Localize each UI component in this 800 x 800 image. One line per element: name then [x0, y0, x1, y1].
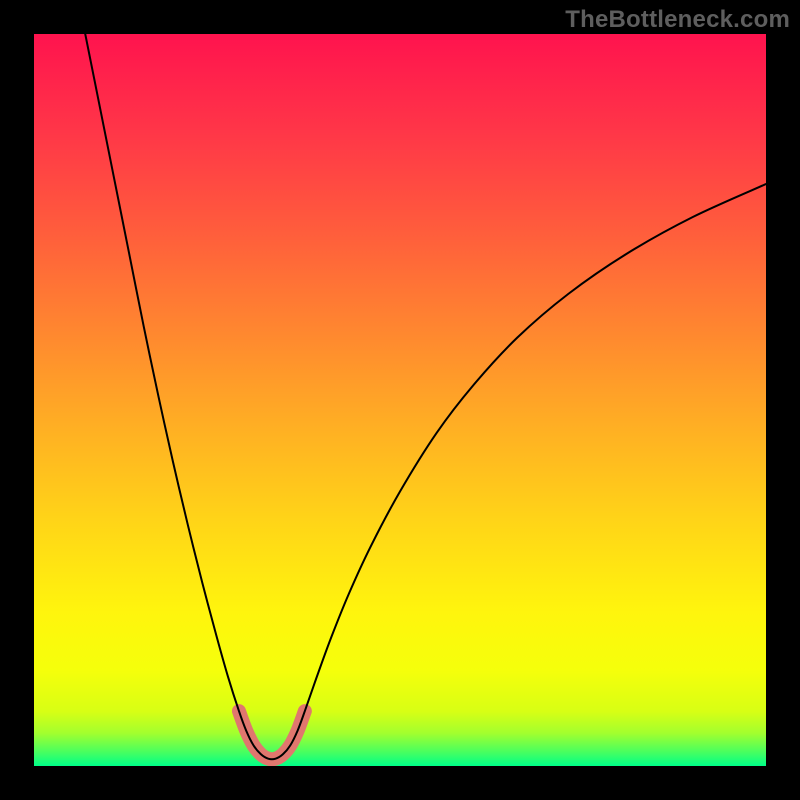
- watermark-text: TheBottleneck.com: [565, 6, 790, 34]
- chart-svg: [34, 34, 766, 766]
- plot-area: [34, 34, 766, 766]
- chart-frame: TheBottleneck.com: [0, 0, 800, 800]
- gradient-background: [34, 34, 766, 766]
